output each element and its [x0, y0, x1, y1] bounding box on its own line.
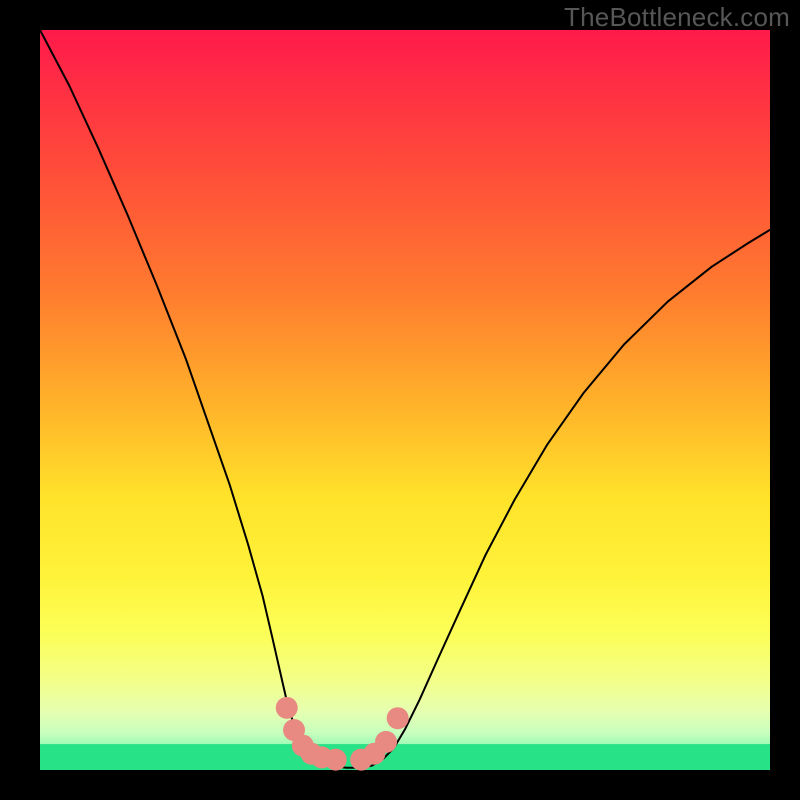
bottleneck-curve: [40, 30, 770, 768]
data-marker: [375, 731, 397, 753]
bottom-green-band: [40, 744, 770, 770]
curve-layer: [0, 0, 800, 800]
chart-stage: TheBottleneck.com: [0, 0, 800, 800]
watermark-text: TheBottleneck.com: [564, 2, 790, 33]
data-marker: [387, 707, 409, 729]
data-marker: [325, 749, 347, 771]
data-marker: [276, 697, 298, 719]
